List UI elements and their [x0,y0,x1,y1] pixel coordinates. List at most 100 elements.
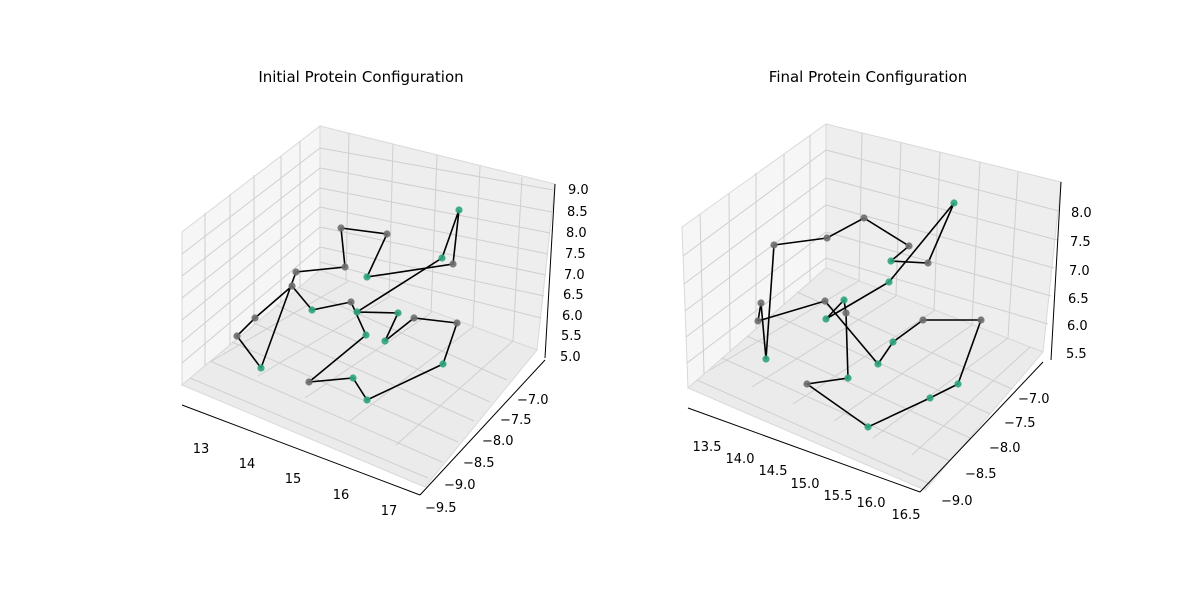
panel-initial: Initial Protein Configuration 13 14 15 1… [181,68,589,519]
x-tick-labels: 13.5 14.0 14.5 15.0 15.5 16.0 16.5 [693,440,921,523]
x-tick-label: 14.5 [759,464,788,479]
z-tick-label: 6.0 [562,309,583,324]
residue-hydrophobic [308,306,316,314]
protein-chain-initial [233,206,463,404]
z-axis-line [544,183,556,359]
residue-hydrophobic [381,337,389,345]
x-axis-line [181,404,421,496]
residue-hydrophobic [864,423,872,431]
z-tick-label: 5.0 [560,350,581,365]
x-tick-label: 17 [381,504,398,519]
z-tick-label: 8.5 [567,205,588,220]
residue-polar [251,314,259,322]
residue-hydrophobic [349,374,357,382]
residue-polar [233,332,241,340]
z-tick-label: 6.5 [563,288,584,303]
residue-hydrophobic [362,331,370,339]
pane-floor [181,269,538,488]
residue-polar [305,378,313,386]
y-tick-label: −9.5 [425,501,457,516]
residue-polar [341,263,349,271]
residue-hydrophobic [455,206,463,214]
y-tick-labels: −9.5 −9.0 −8.5 −8.0 −7.5 −7.0 [425,393,549,516]
residue-hydrophobic [438,254,446,262]
panel-final: Final Protein Configuration 13.5 14.0 14… [681,68,1092,523]
residue-polar [337,224,345,232]
y-tick-label: −9.0 [941,494,973,509]
residue-polar [919,316,927,324]
residue-polar [842,309,850,317]
residue-polar [347,298,355,306]
x-tick-label: 16 [333,488,350,503]
residue-polar [977,316,985,324]
z-tick-labels: 5.5 6.0 6.5 7.0 7.5 8.0 [1066,206,1092,362]
residue-hydrophobic [822,315,830,323]
residue-hydrophobic [439,360,447,368]
residue-hydrophobic [394,309,402,317]
x-tick-label: 15.0 [791,477,820,492]
y-tick-label: −7.5 [500,413,532,428]
residue-hydrophobic [874,360,882,368]
z-tick-label: 7.5 [1070,235,1091,250]
residue-polar [292,268,300,276]
z-tick-label: 6.0 [1067,319,1088,334]
residue-polar [453,319,461,327]
residue-polar [410,314,418,322]
y-tick-label: −9.0 [444,478,476,493]
x-tick-label: 13 [193,442,210,457]
residue-hydrophobic [363,273,371,281]
x-axis-line [687,407,921,493]
x-tick-label: 14.0 [726,452,755,467]
z-tick-labels: 5.0 5.5 6.0 6.5 7.0 7.5 8.0 8.5 9.0 [560,183,589,365]
x-tick-label: 15 [285,472,302,487]
residue-polar [754,317,762,325]
residue-hydrophobic [363,396,371,404]
residue-hydrophobic [954,380,962,388]
grid-lines [181,132,554,479]
residue-polar [770,241,778,249]
y-tick-label: −8.0 [482,434,514,449]
y-tick-label: −7.0 [1018,392,1050,407]
residue-polar [288,282,296,290]
y-tick-label: −7.0 [517,393,549,408]
z-tick-label: 7.0 [1069,264,1090,279]
residue-hydrophobic [762,355,770,363]
z-tick-label: 5.5 [561,329,582,344]
z-axis-line [1050,181,1062,361]
residue-hydrophobic [926,394,934,402]
residue-hydrophobic [257,364,265,372]
x-tick-label: 16.0 [857,496,886,511]
y-axis-line [919,361,1044,493]
y-tick-label: −8.5 [965,467,997,482]
x-tick-labels: 13 14 15 16 17 [193,442,398,519]
x-tick-label: 13.5 [693,440,722,455]
residue-hydrophobic [353,308,361,316]
x-tick-label: 16.5 [892,508,921,523]
residue-polar [803,380,811,388]
pane-floor [687,267,1044,491]
chart-title: Final Protein Configuration [769,68,967,86]
chart-title: Initial Protein Configuration [258,68,463,86]
z-tick-label: 6.5 [1068,292,1089,307]
z-tick-label: 9.0 [568,183,589,198]
x-tick-label: 15.5 [824,489,853,504]
z-tick-label: 8.0 [1071,206,1092,221]
residue-hydrophobic [844,374,852,382]
residue-hydrophobic [887,257,895,265]
residue-polar [821,297,829,305]
residue-polar [449,260,457,268]
x-tick-label: 14 [239,457,256,472]
y-tick-label: −8.0 [989,441,1021,456]
z-tick-label: 7.5 [565,247,586,262]
y-tick-label: −7.5 [1004,416,1036,431]
z-tick-label: 7.0 [564,268,585,283]
z-tick-label: 8.0 [566,226,587,241]
residue-polar [383,230,391,238]
residue-hydrophobic [889,338,897,346]
residue-hydrophobic [840,296,848,304]
y-tick-label: −8.5 [463,456,495,471]
protein-chain-final [754,199,985,431]
residue-hydrophobic [950,199,958,207]
residue-hydrophobic [885,278,893,286]
